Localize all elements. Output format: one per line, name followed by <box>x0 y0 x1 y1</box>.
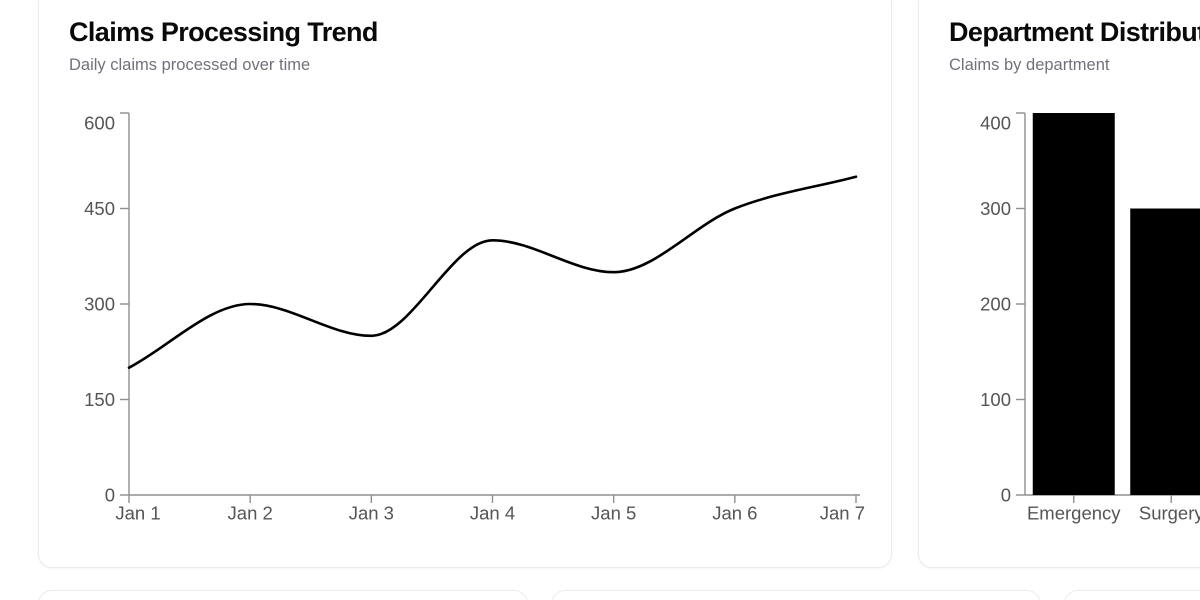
claims-trend-title: Claims Processing Trend <box>69 17 378 47</box>
claims-trend-line-chart[interactable]: 0 150 300 450 600 Jan 1 Jan 2 Jan 3 Jan 4 Jan 5 Ja… <box>39 0 893 569</box>
department-distribution-title: Department Distribution <box>949 17 1200 47</box>
bottom-card-3 <box>1064 590 1200 600</box>
x-tick-label: Jan 2 <box>228 503 273 524</box>
bottom-card-2 <box>551 590 1041 600</box>
claims-trend-card: Claims Processing Trend Daily claims pro… <box>38 0 892 568</box>
claims-line-series <box>127 175 858 369</box>
department-distribution-subtitle: Claims by department <box>949 56 1110 74</box>
x-tick-label: Jan 3 <box>349 503 394 524</box>
y-tick-label: 150 <box>84 389 115 410</box>
x-tick-label: Emergency <box>1027 503 1121 524</box>
x-tick-label: Jan 6 <box>712 503 757 524</box>
y-tick-label: 300 <box>980 198 1011 219</box>
y-tick-label: 0 <box>105 485 115 506</box>
claims-trend-subtitle: Daily claims processed over time <box>69 56 311 74</box>
x-tick-label: Surgery <box>1139 503 1200 524</box>
y-tick-label: 200 <box>980 294 1011 315</box>
y-tick-label: 450 <box>84 198 115 219</box>
bottom-card-1 <box>38 590 528 600</box>
bar-emergency <box>1032 113 1115 495</box>
y-tick-label: 400 <box>980 113 1011 134</box>
bar-surgery <box>1130 208 1200 495</box>
x-tick-label: Jan 5 <box>591 503 636 524</box>
x-tick-label: Jan 1 <box>115 503 160 524</box>
claims-trend-header: Claims Processing Trend Daily claims pro… <box>39 0 891 77</box>
x-tick-label: Jan 7 <box>820 503 865 524</box>
y-tick-label: 0 <box>1001 485 1011 506</box>
y-tick-label: 100 <box>980 389 1011 410</box>
x-tick-label: Jan 4 <box>470 503 515 524</box>
department-distribution-header: Department Distribution Claims by depart… <box>919 0 1200 77</box>
y-tick-label: 300 <box>84 294 115 315</box>
department-distribution-bar-chart[interactable]: 0 100 200 300 400 Emergency Surgery <box>919 0 1200 569</box>
department-distribution-card: Department Distribution Claims by depart… <box>918 0 1200 568</box>
y-tick-label: 600 <box>84 113 115 134</box>
